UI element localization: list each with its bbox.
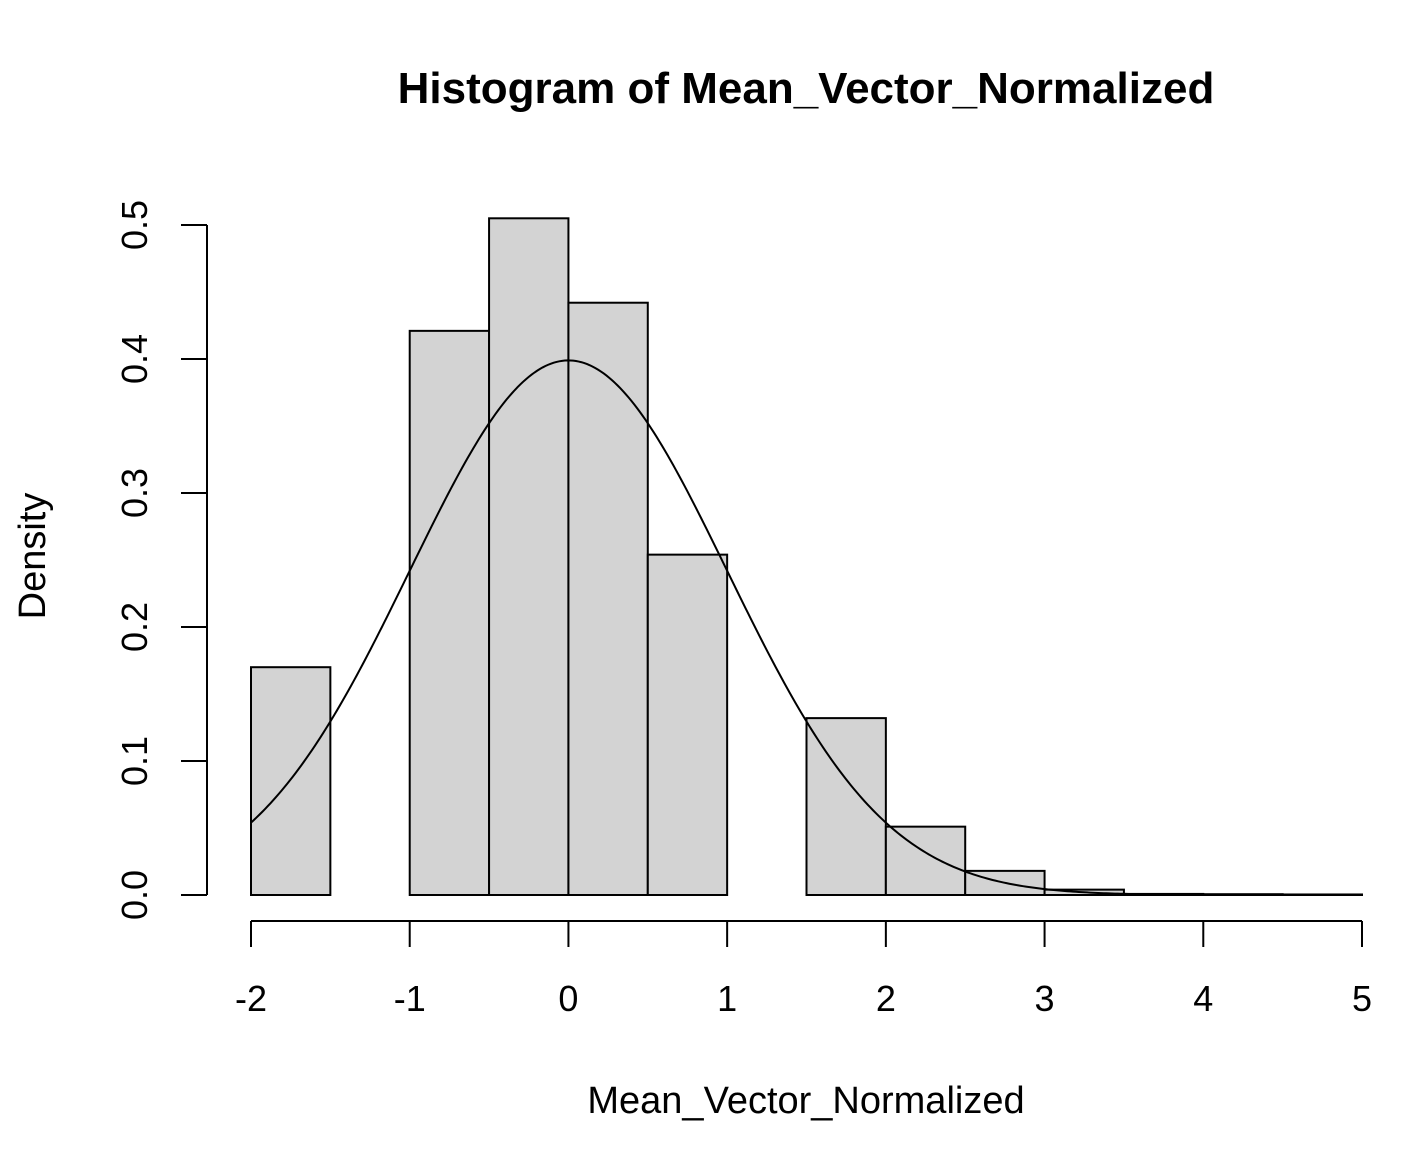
y-tick-label: 0.2: [114, 602, 155, 652]
x-tick-label: 1: [717, 978, 737, 1019]
x-tick-label: 4: [1193, 978, 1213, 1019]
y-tick-label: 0.5: [114, 200, 155, 250]
y-tick-label: 0.1: [114, 736, 155, 786]
y-tick-label: 0.4: [114, 334, 155, 384]
x-axis-label: Mean_Vector_Normalized: [587, 1080, 1024, 1122]
histogram-bar: [805, 717, 887, 896]
histogram-bar: [250, 666, 332, 897]
x-tick-label: -2: [235, 978, 267, 1019]
x-tick-label: 5: [1352, 978, 1372, 1019]
histogram-bar: [964, 869, 1046, 897]
histogram-bar: [488, 217, 570, 897]
y-tick-label: 0.0: [114, 870, 155, 920]
histogram-bar: [567, 301, 649, 897]
x-axis: -2 -1 0 1 2 3 4 5: [235, 920, 1372, 1019]
histogram-bars: [250, 217, 1363, 897]
histogram-bar: [408, 329, 491, 896]
normal-density-curve: [250, 359, 1362, 896]
y-tick-label: 0.3: [114, 468, 155, 518]
x-tick-label: -1: [394, 978, 426, 1019]
y-axis: 0.0 0.1 0.2 0.3 0.4 0.5: [114, 200, 208, 920]
x-tick-label: 3: [1035, 978, 1055, 1019]
y-axis-label: Density: [12, 493, 54, 620]
x-tick-label: 0: [558, 978, 578, 1019]
x-tick-label: 2: [876, 978, 896, 1019]
chart-title: Histogram of Mean_Vector_Normalized: [398, 64, 1215, 113]
histogram-bar: [646, 553, 729, 896]
histogram-bar: [884, 825, 967, 896]
